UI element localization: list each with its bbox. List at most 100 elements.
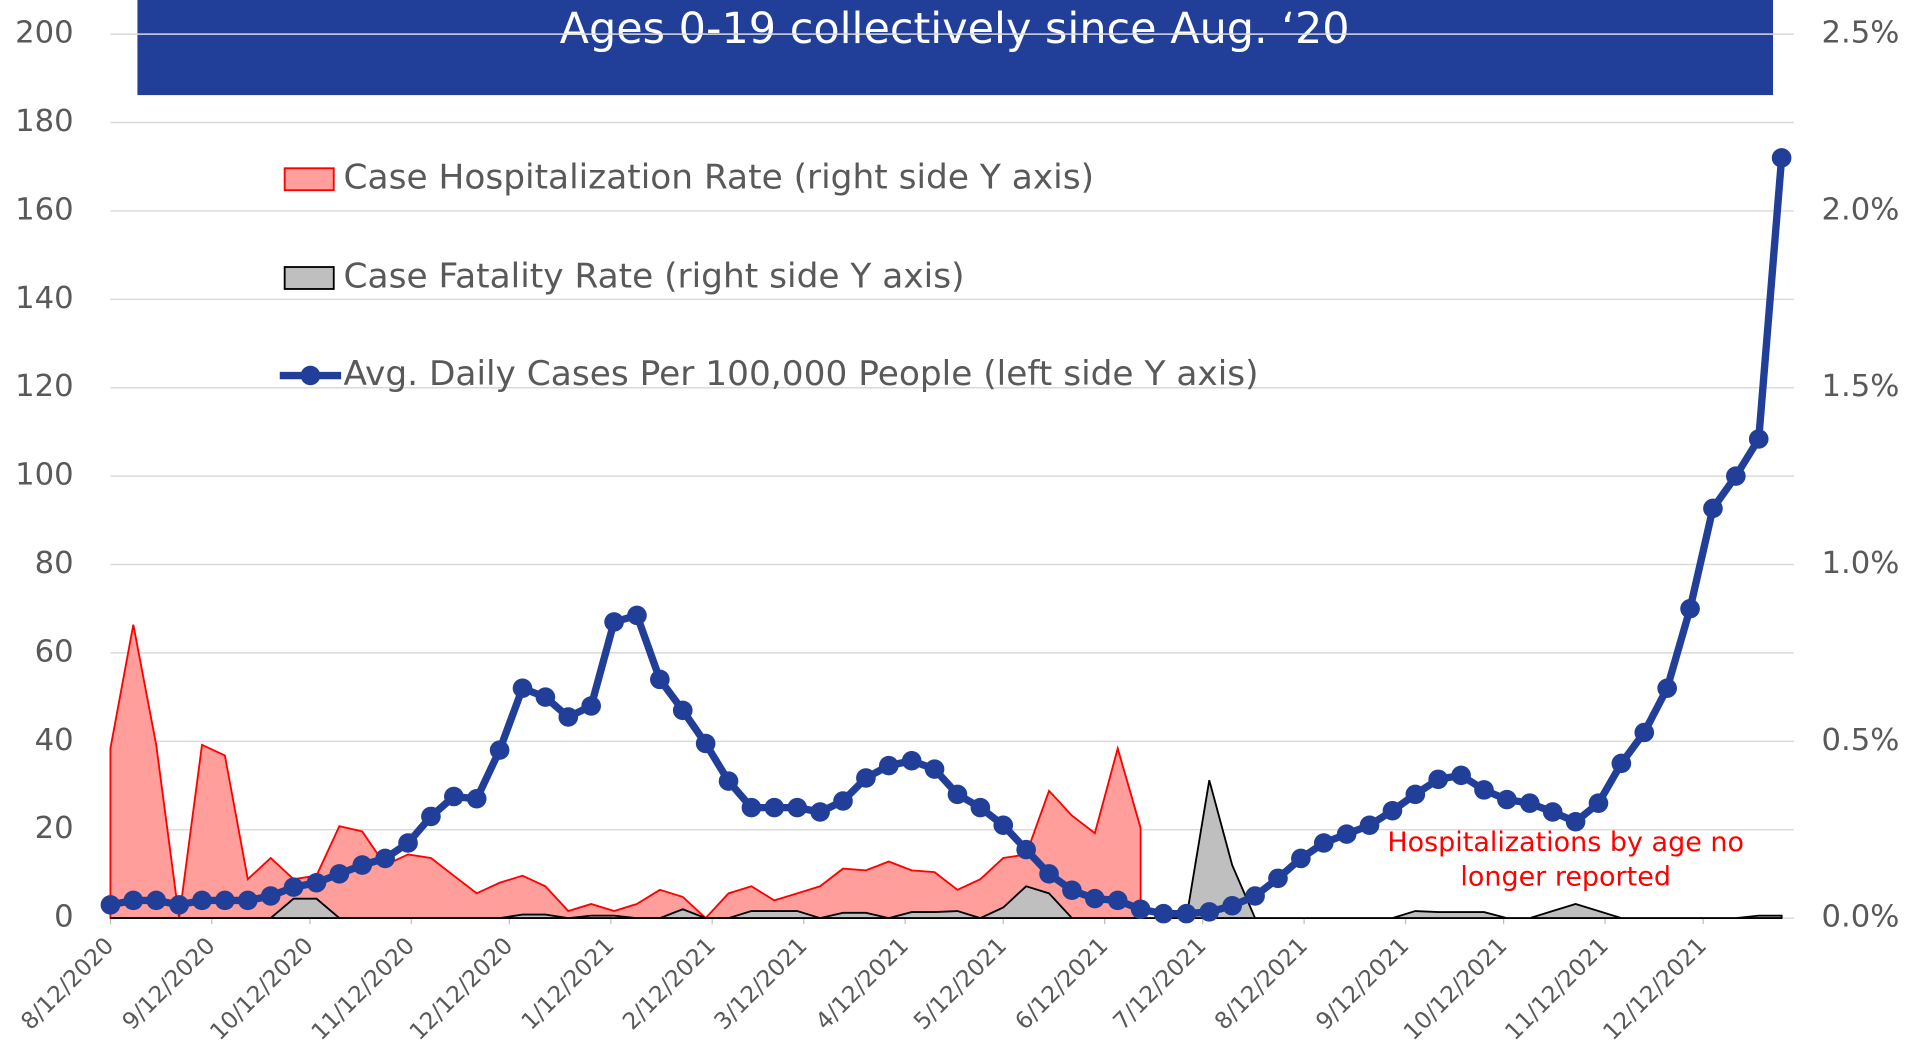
marker [581,696,601,716]
legend-label: Case Hospitalization Rate (right side Y … [344,158,1094,198]
y-tick-label: 120 [15,369,74,404]
marker [1565,811,1586,832]
marker [810,802,830,822]
y2-tick-label: 2.5% [1822,16,1900,51]
x-tick-label: 10/12/2021 [1398,932,1512,1045]
marker [1359,815,1380,836]
marker [237,890,258,911]
y2-tick-label: 0.5% [1822,723,1900,758]
x-tick-label: 7/12/2021 [1108,932,1212,1035]
marker [627,605,647,626]
y-tick-label: 40 [35,723,74,758]
marker [558,707,579,727]
x-tick-label: 12/12/2020 [404,932,518,1045]
marker [1726,466,1746,486]
x-tick-label: 11/12/2021 [1500,932,1614,1045]
x-tick-label: 9/12/2020 [117,932,221,1035]
y-tick-label: 20 [35,811,74,846]
marker [535,687,556,707]
marker [1680,598,1700,619]
marker [192,890,212,911]
marker [1085,888,1105,909]
marker [947,784,968,805]
marker [306,872,327,893]
x-tick-label: 8/12/2021 [1209,932,1313,1035]
marker [1039,864,1059,884]
y-tick-label: 0 [54,900,74,935]
marker [1199,902,1220,922]
marker [123,890,144,911]
marker [1153,903,1174,924]
marker [1542,802,1563,822]
marker [421,806,441,827]
legend-swatch [283,167,335,192]
marker [1382,800,1403,821]
marker [169,895,189,915]
y-tick-label: 80 [35,546,74,581]
marker [764,797,785,818]
legend-swatch [300,365,321,386]
marker [1222,895,1243,916]
x-tick-label: 1/12/2021 [516,932,620,1035]
marker [1748,429,1769,449]
marker [604,612,624,632]
marker [993,815,1014,836]
marker [512,678,533,699]
marker [1519,793,1540,813]
marker [1130,899,1151,920]
title-banner [137,0,1774,96]
y2-tick-label: 0.0% [1822,900,1900,935]
marker [1176,903,1197,924]
marker [1451,765,1471,786]
x-tick-label: 12/12/2021 [1598,932,1712,1045]
marker [718,771,739,791]
y-tick-label: 140 [15,281,74,316]
y-tick-label: 60 [35,634,74,669]
x-tick-label: 10/12/2020 [205,932,319,1045]
marker [833,791,853,811]
y-tick-label: 200 [15,16,74,51]
marker [856,768,876,788]
marker [1428,769,1449,790]
marker [100,895,121,915]
marker [444,786,464,807]
marker [215,890,235,911]
marker [1405,784,1426,805]
marker [1062,880,1082,901]
marker [787,797,808,818]
annotation: longer reported [1460,861,1671,892]
marker [1245,886,1265,906]
area [110,779,1783,920]
legend-label: Avg. Daily Cases Per 100,000 People (lef… [344,354,1259,394]
y2-tick-label: 2.0% [1822,192,1900,227]
marker [260,886,281,906]
x-tick-label: 9/12/2021 [1311,932,1415,1035]
legend-label: Case Fatality Rate (right side Y axis) [344,257,965,297]
marker [1588,793,1609,813]
marker [741,797,762,818]
annotation: Hospitalizations by age no [1387,827,1744,858]
x-tick-label: 8/12/2020 [16,932,120,1035]
marker [1313,833,1334,853]
marker [1107,890,1128,911]
area [109,624,1142,920]
y-tick-label: 160 [15,192,74,227]
marker [650,669,670,690]
marker [146,890,167,911]
x-tick-label: 5/12/2021 [909,932,1013,1035]
x-tick-label: 4/12/2021 [810,932,914,1035]
marker [1771,148,1792,168]
marker [901,751,922,771]
marker [1657,678,1677,699]
marker [1474,780,1494,800]
marker [1268,868,1288,889]
x-tick-label: 2/12/2021 [617,932,721,1035]
marker [329,864,350,884]
y-tick-label: 180 [15,104,74,139]
marker [672,700,693,721]
marker [352,855,373,875]
marker [695,733,716,754]
chart-title: Ages 0-19 collectively since Aug. ‘20 [560,4,1350,54]
marker [1611,753,1632,774]
